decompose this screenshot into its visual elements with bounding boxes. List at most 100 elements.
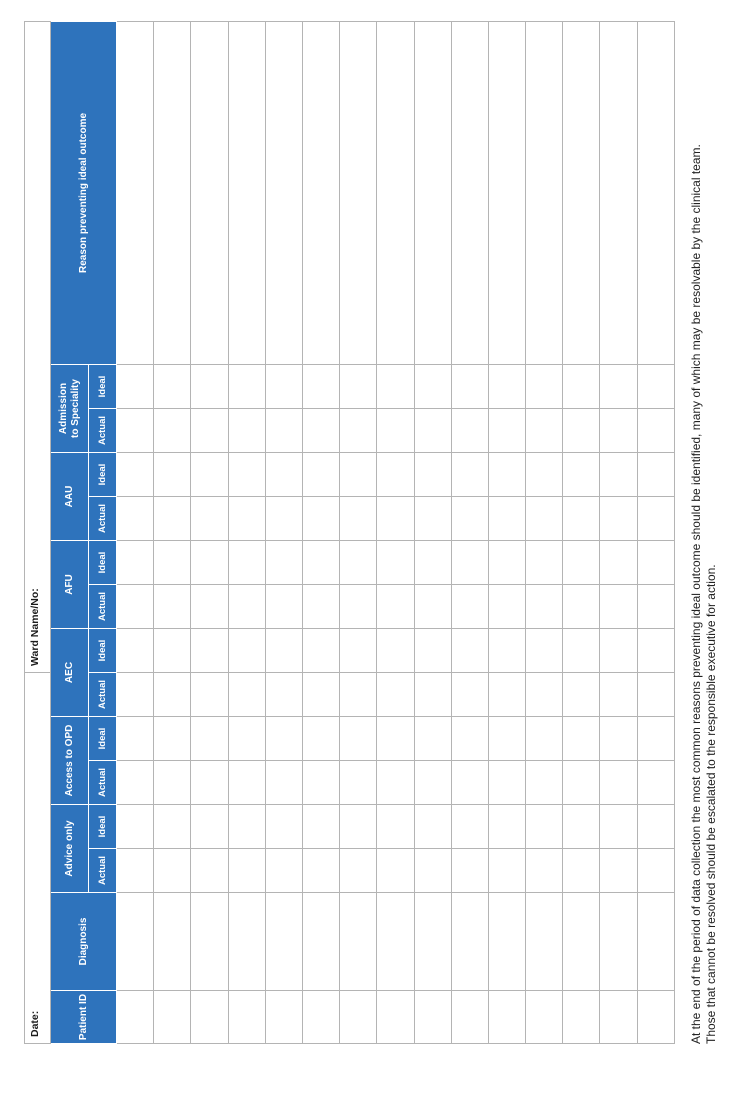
entry-cell[interactable]	[302, 584, 340, 629]
entry-cell[interactable]	[153, 672, 191, 717]
entry-cell[interactable]	[153, 408, 191, 453]
entry-cell[interactable]	[562, 408, 600, 453]
entry-cell[interactable]	[525, 716, 563, 761]
entry-cell[interactable]	[562, 21, 600, 365]
entry-cell[interactable]	[339, 364, 377, 409]
entry-cell[interactable]	[190, 364, 229, 409]
entry-cell[interactable]	[451, 848, 489, 893]
entry-cell[interactable]	[302, 628, 340, 673]
entry-cell[interactable]	[190, 672, 229, 717]
entry-cell[interactable]	[190, 584, 229, 629]
entry-cell[interactable]	[637, 760, 675, 805]
entry-cell[interactable]	[265, 628, 303, 673]
entry-cell[interactable]	[153, 892, 191, 991]
entry-cell[interactable]	[116, 892, 154, 991]
entry-cell[interactable]	[562, 496, 600, 541]
entry-cell[interactable]	[637, 848, 675, 893]
entry-cell[interactable]	[451, 672, 489, 717]
entry-cell[interactable]	[190, 892, 229, 991]
entry-cell[interactable]	[414, 452, 452, 497]
entry-cell[interactable]	[116, 540, 154, 585]
entry-cell[interactable]	[376, 496, 414, 541]
entry-cell[interactable]	[339, 628, 377, 673]
entry-cell[interactable]	[414, 848, 452, 893]
entry-cell[interactable]	[488, 628, 526, 673]
entry-cell[interactable]	[339, 804, 377, 849]
entry-cell[interactable]	[562, 540, 600, 585]
entry-cell[interactable]	[488, 540, 526, 585]
entry-cell[interactable]	[414, 21, 452, 365]
entry-cell[interactable]	[599, 584, 638, 629]
entry-cell[interactable]	[339, 892, 377, 991]
entry-cell[interactable]	[525, 848, 563, 893]
entry-cell[interactable]	[376, 892, 414, 991]
entry-cell[interactable]	[339, 21, 377, 365]
entry-cell[interactable]	[376, 628, 414, 673]
entry-cell[interactable]	[488, 990, 526, 1044]
entry-cell[interactable]	[116, 496, 154, 541]
entry-cell[interactable]	[525, 892, 563, 991]
entry-cell[interactable]	[265, 892, 303, 991]
entry-cell[interactable]	[339, 496, 377, 541]
entry-cell[interactable]	[228, 892, 266, 991]
entry-cell[interactable]	[488, 760, 526, 805]
entry-cell[interactable]	[562, 672, 600, 717]
entry-cell[interactable]	[228, 848, 266, 893]
entry-cell[interactable]	[116, 804, 154, 849]
entry-cell[interactable]	[339, 672, 377, 717]
entry-cell[interactable]	[451, 584, 489, 629]
entry-cell[interactable]	[562, 628, 600, 673]
entry-cell[interactable]	[451, 364, 489, 409]
entry-cell[interactable]	[414, 364, 452, 409]
entry-cell[interactable]	[228, 716, 266, 761]
entry-cell[interactable]	[599, 990, 638, 1044]
entry-cell[interactable]	[190, 628, 229, 673]
entry-cell[interactable]	[599, 716, 638, 761]
entry-cell[interactable]	[637, 892, 675, 991]
entry-cell[interactable]	[116, 452, 154, 497]
entry-cell[interactable]	[488, 892, 526, 991]
entry-cell[interactable]	[228, 452, 266, 497]
entry-cell[interactable]	[190, 496, 229, 541]
entry-cell[interactable]	[265, 408, 303, 453]
entry-cell[interactable]	[339, 990, 377, 1044]
entry-cell[interactable]	[190, 990, 229, 1044]
entry-cell[interactable]	[339, 540, 377, 585]
entry-cell[interactable]	[599, 452, 638, 497]
entry-cell[interactable]	[488, 452, 526, 497]
entry-cell[interactable]	[562, 452, 600, 497]
entry-cell[interactable]	[265, 21, 303, 365]
entry-cell[interactable]	[153, 848, 191, 893]
entry-cell[interactable]	[339, 408, 377, 453]
entry-cell[interactable]	[414, 628, 452, 673]
entry-cell[interactable]	[265, 496, 303, 541]
entry-cell[interactable]	[153, 21, 191, 365]
entry-cell[interactable]	[488, 496, 526, 541]
entry-cell[interactable]	[525, 496, 563, 541]
entry-cell[interactable]	[599, 848, 638, 893]
entry-cell[interactable]	[153, 760, 191, 805]
entry-cell[interactable]	[451, 408, 489, 453]
entry-cell[interactable]	[562, 990, 600, 1044]
entry-cell[interactable]	[116, 584, 154, 629]
entry-cell[interactable]	[265, 760, 303, 805]
entry-cell[interactable]	[599, 540, 638, 585]
entry-cell[interactable]	[190, 760, 229, 805]
entry-cell[interactable]	[488, 408, 526, 453]
entry-cell[interactable]	[451, 760, 489, 805]
entry-cell[interactable]	[302, 716, 340, 761]
entry-cell[interactable]	[562, 584, 600, 629]
entry-cell[interactable]	[190, 804, 229, 849]
entry-cell[interactable]	[265, 364, 303, 409]
entry-cell[interactable]	[451, 804, 489, 849]
entry-cell[interactable]	[302, 804, 340, 849]
entry-cell[interactable]	[265, 672, 303, 717]
entry-cell[interactable]	[637, 496, 675, 541]
entry-cell[interactable]	[599, 760, 638, 805]
entry-cell[interactable]	[228, 804, 266, 849]
entry-cell[interactable]	[228, 364, 266, 409]
entry-cell[interactable]	[414, 990, 452, 1044]
entry-cell[interactable]	[228, 760, 266, 805]
entry-cell[interactable]	[637, 540, 675, 585]
entry-cell[interactable]	[451, 21, 489, 365]
